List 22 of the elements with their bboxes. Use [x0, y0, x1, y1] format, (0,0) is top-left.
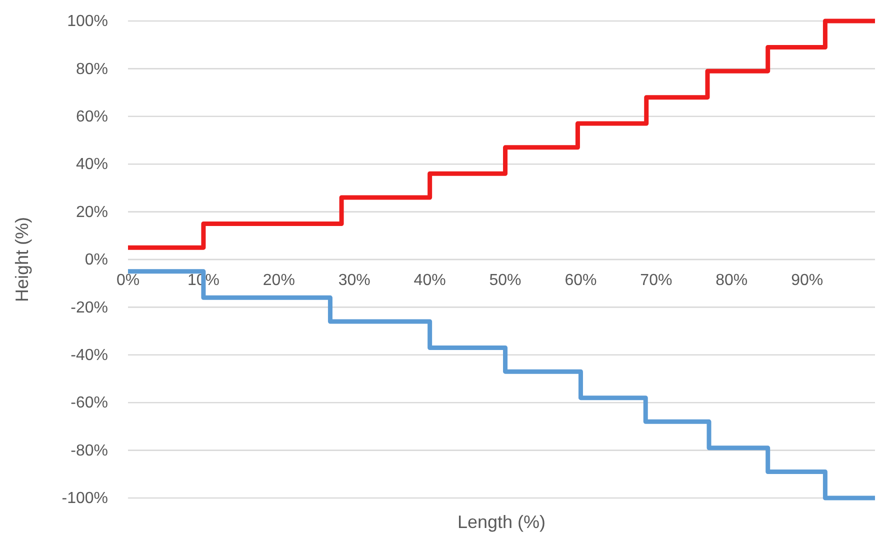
y-tick-label: 40%: [76, 156, 108, 174]
y-tick-label: -20%: [70, 299, 108, 316]
y-tick-label: 20%: [76, 204, 108, 221]
x-axis-title: Length (%): [457, 512, 546, 532]
x-tick-label: 50%: [489, 272, 522, 289]
y-tick-label: 100%: [67, 13, 108, 30]
x-tick-label: 90%: [791, 272, 824, 289]
y-axis-title: Height (%): [12, 216, 32, 302]
y-tick-label: -60%: [70, 394, 108, 412]
x-tick-label: 0%: [116, 272, 140, 289]
y-tick-label: -100%: [62, 490, 108, 508]
x-tick-label: 70%: [640, 272, 672, 289]
y-tick-label: 0%: [84, 252, 108, 269]
x-tick-label: 80%: [716, 272, 748, 289]
y-tick-label: 80%: [76, 60, 108, 78]
y-tick-label: 60%: [76, 108, 108, 126]
x-tick-label: 60%: [564, 272, 597, 289]
x-tick-label: 30%: [338, 272, 370, 289]
y-tick-label: -80%: [70, 442, 108, 460]
x-tick-label: 40%: [414, 272, 446, 289]
x-tick-label: 20%: [262, 272, 295, 289]
y-tick-label: -40%: [70, 347, 108, 364]
